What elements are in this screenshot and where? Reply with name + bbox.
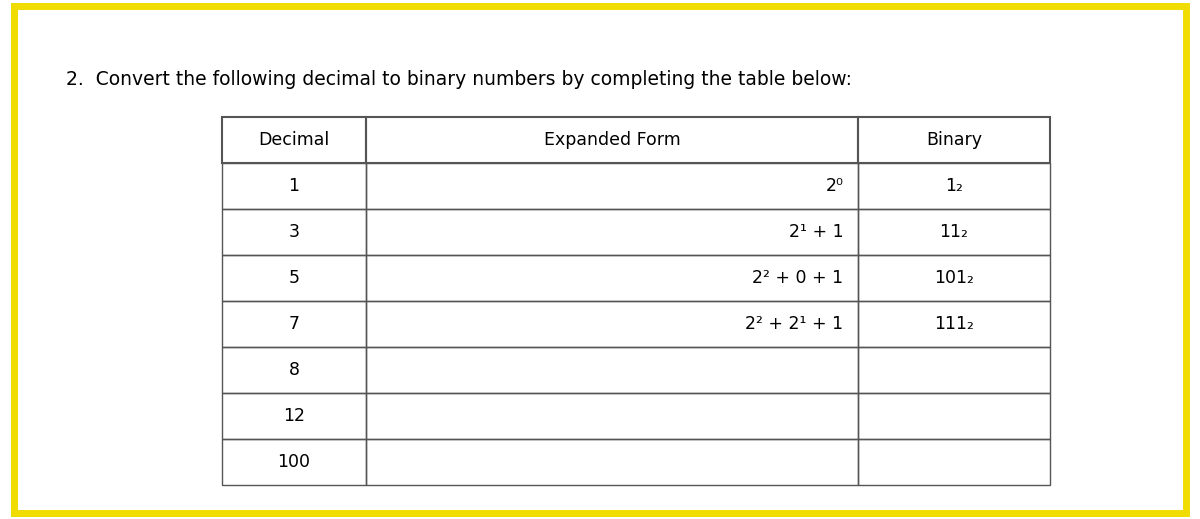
Bar [366,393,858,439]
Bar [366,117,858,163]
Text: Decimal: Decimal [258,131,330,149]
Text: 5: 5 [288,269,300,287]
Bar [858,393,1050,439]
Bar [858,209,1050,255]
Bar [366,209,858,255]
Bar [366,439,858,485]
Text: 11₂: 11₂ [940,223,968,241]
Bar [222,209,366,255]
Text: 12: 12 [283,407,305,425]
Text: 2.  Convert the following decimal to binary numbers by completing the table belo: 2. Convert the following decimal to bina… [66,70,852,89]
Bar [858,255,1050,301]
Bar [366,301,858,347]
Bar [222,117,366,163]
Bar [222,255,366,301]
Text: 2¹ + 1: 2¹ + 1 [788,223,844,241]
Bar [222,439,366,485]
Text: 3: 3 [288,223,300,241]
Text: 2² + 0 + 1: 2² + 0 + 1 [752,269,844,287]
Bar [366,347,858,393]
Text: 1₂: 1₂ [946,177,962,195]
Text: Binary: Binary [926,131,982,149]
Bar [366,255,858,301]
Text: 7: 7 [288,315,300,333]
Bar [858,347,1050,393]
Bar [858,301,1050,347]
Bar [858,163,1050,209]
Text: 100: 100 [277,453,311,471]
Bar [222,347,366,393]
Text: 2⁰: 2⁰ [826,177,844,195]
Bar [222,393,366,439]
Bar [366,163,858,209]
Bar [222,301,366,347]
Text: 1: 1 [288,177,300,195]
Bar [858,439,1050,485]
Bar [858,117,1050,163]
Bar [222,163,366,209]
Text: 8: 8 [288,361,300,379]
Text: 101₂: 101₂ [934,269,974,287]
Text: 111₂: 111₂ [934,315,974,333]
Text: Expanded Form: Expanded Form [544,131,680,149]
Text: 2² + 2¹ + 1: 2² + 2¹ + 1 [745,315,844,333]
